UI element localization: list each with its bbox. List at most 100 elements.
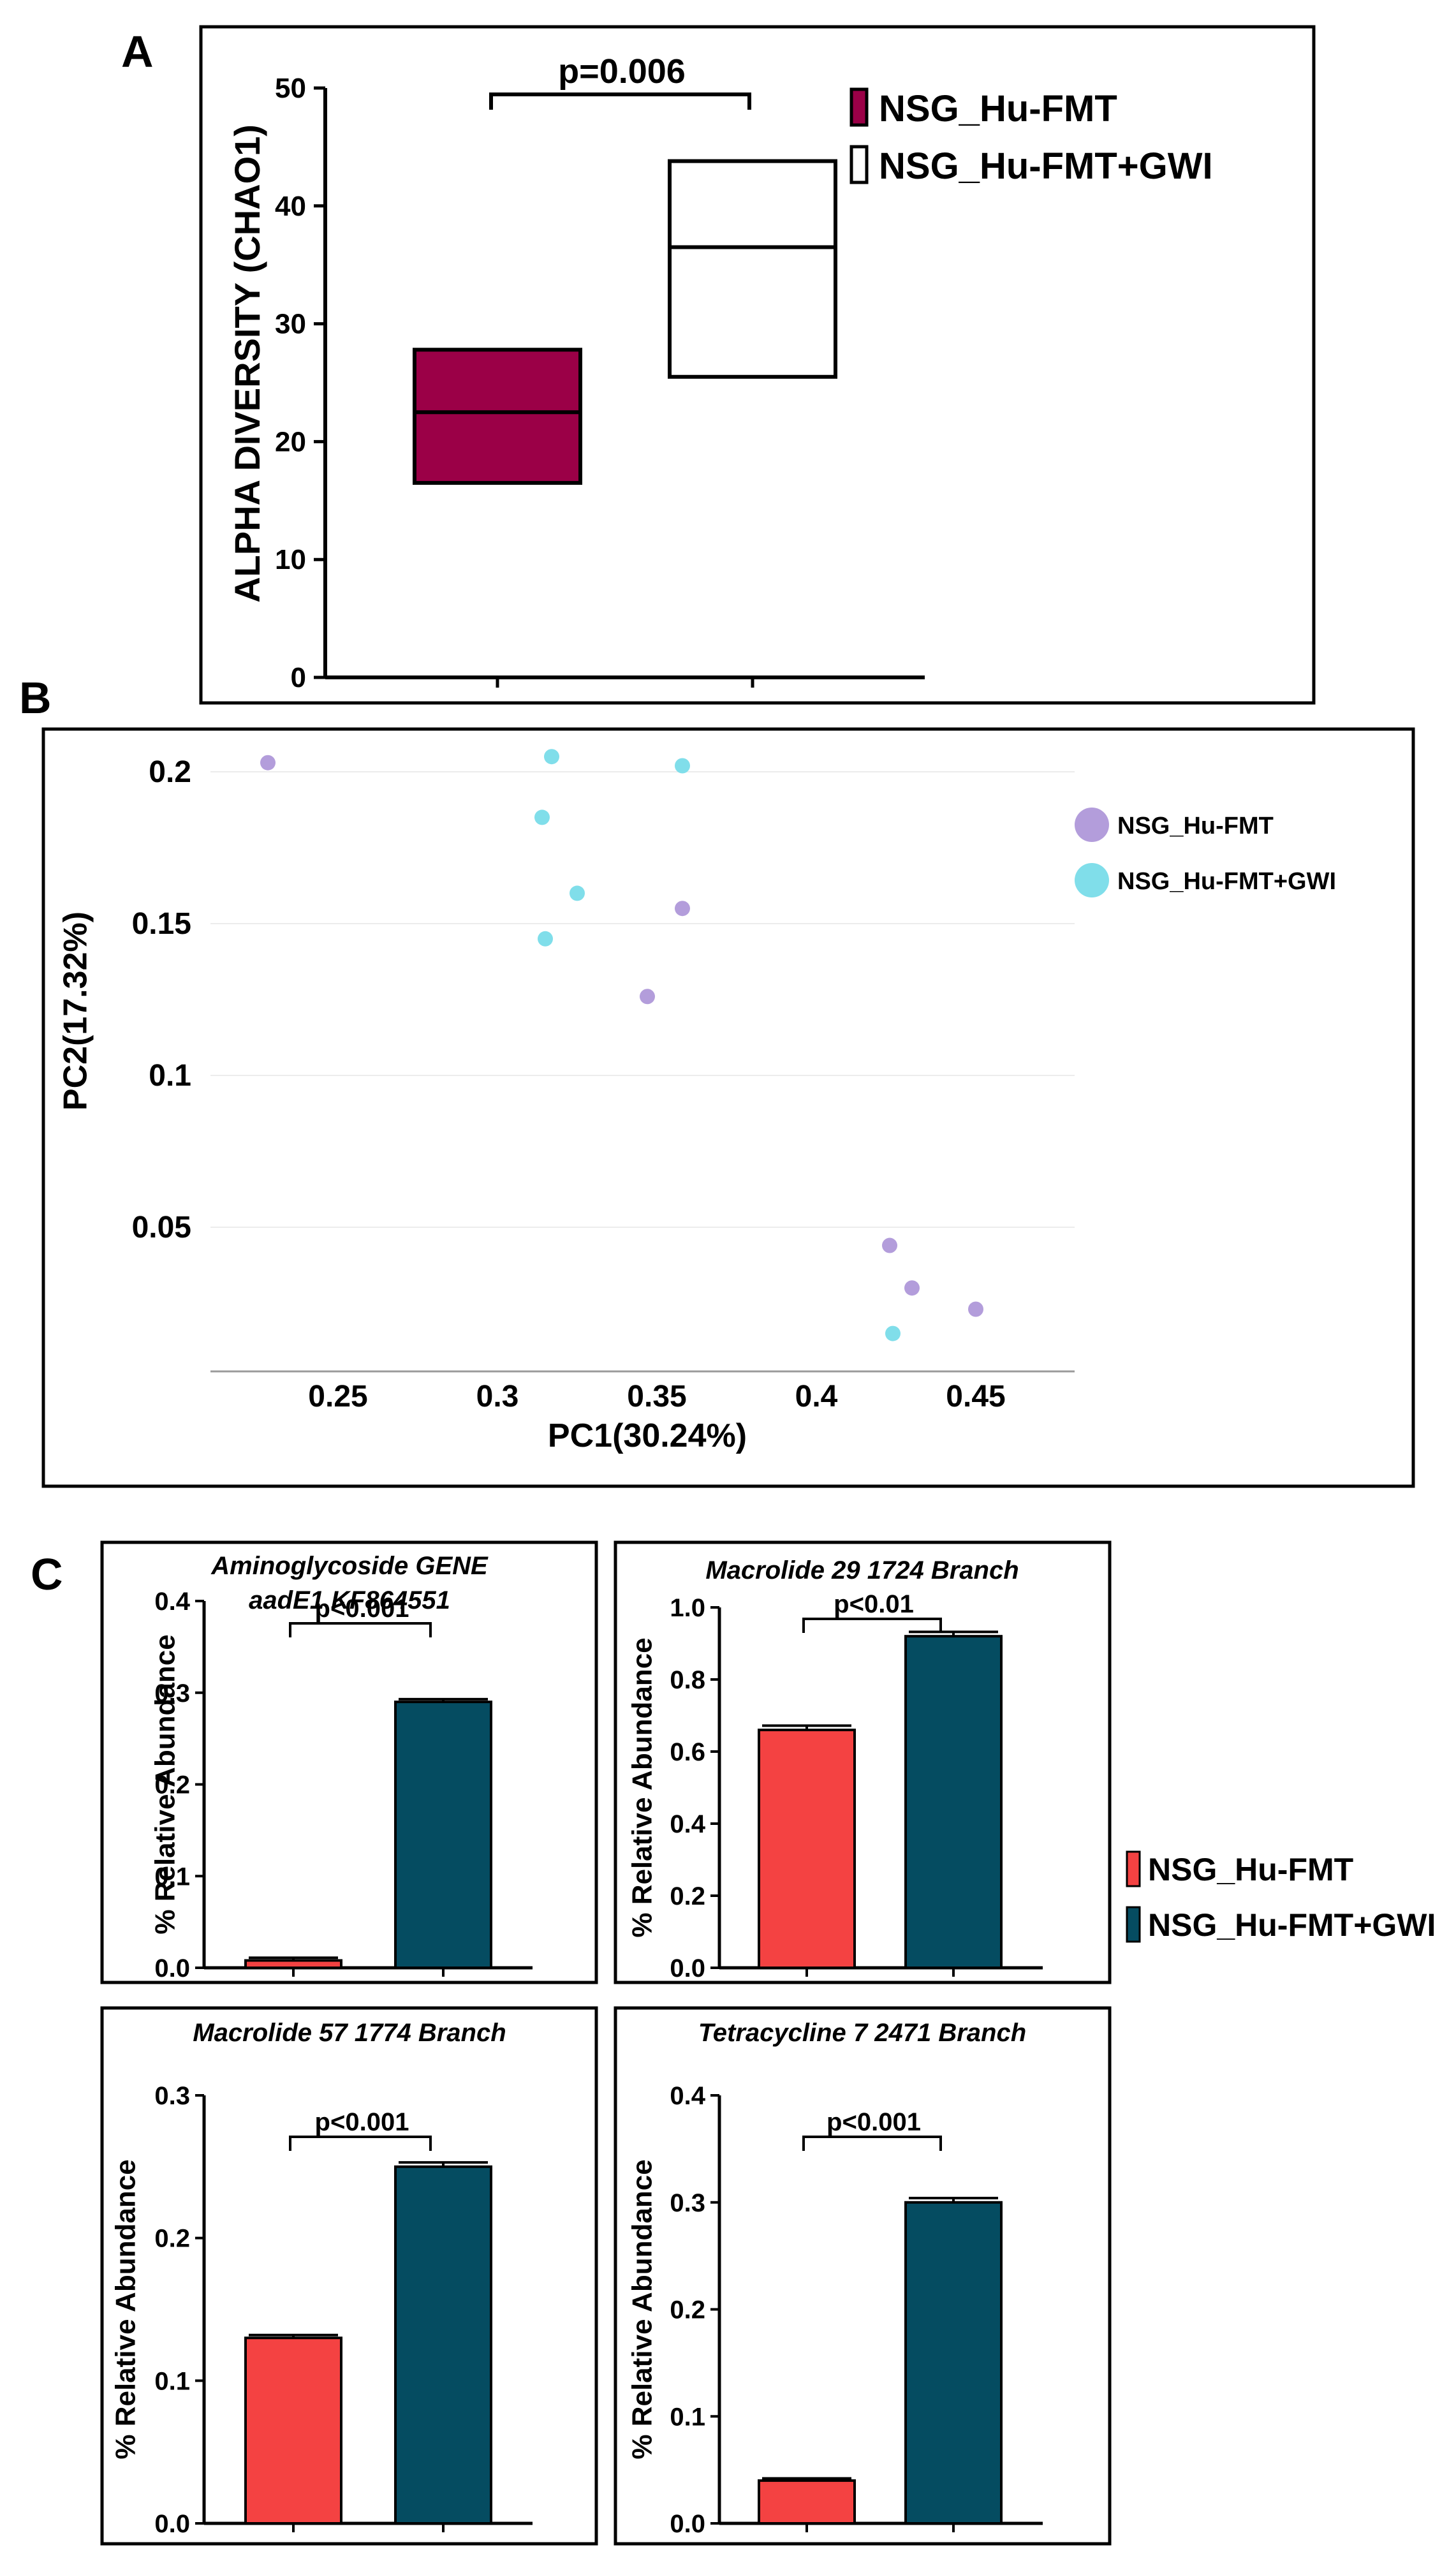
c2-title: Macrolide 29 1724 Branch [705,1556,1018,1584]
c3-significance-bracket [289,2136,432,2151]
b-x-tick-label: 0.25 [308,1380,367,1413]
c3-y-tick-label: 0.3 [154,2082,190,2110]
c1-y-tick-label: 0.2 [154,1771,190,1799]
a-legend-label-1: NSG_Hu-FMT [879,88,1117,129]
b-x-tick-label: 0.35 [627,1380,686,1413]
panel-c4-frame [614,2006,1112,2546]
c2-bar-2 [904,1635,1003,1969]
a-y-tick-label: 40 [275,191,306,222]
b-y-tick-label: 0.05 [132,1211,191,1244]
c2-y-tick-label: 0.4 [670,1810,705,1838]
c2-y-tick-label: 0.6 [670,1738,705,1766]
c1-y-tick-label: 0.0 [154,1954,190,1982]
b-y-tick-label: 0.2 [149,755,191,789]
b-y-tick-label: 0.15 [132,907,191,941]
c-legend-swatch-1 [1126,1850,1141,1887]
c2-significance-bracket [802,1618,942,1633]
a-y-tick-label: 10 [275,544,306,575]
c3-y-tick-label: 0.1 [154,2367,190,2395]
a-y-tick-label: 30 [275,309,306,340]
c4-bar-2 [904,2201,1003,2525]
c1-y-tick-label: 0.1 [154,1863,190,1891]
c3-y-tick-label: 0.0 [154,2510,190,2538]
panel-b-letter: B [19,673,52,723]
b-point-series-1 [882,1237,897,1253]
b-point-series-2 [570,885,585,901]
b-point-series-1 [640,989,655,1005]
c4-title: Tetracycline 7 2471 Branch [698,2019,1026,2047]
c1-p-value: p<0.001 [315,1595,409,1623]
panel-c2-frame [614,1540,1112,1984]
c3-y-tick-label: 0.2 [154,2225,190,2253]
a-significance-bracket [489,92,751,110]
b-legend-label-1: NSG_Hu-FMT [1117,813,1274,839]
b-x-axis-title: PC1(30.24%) [548,1417,747,1454]
c1-y-axis-title: % Relative Abundance [150,1634,181,1934]
c4-y-tick-label: 0.1 [670,2403,705,2431]
c-legend-label-2: NSG_Hu-FMT+GWI [1148,1907,1436,1943]
panel-b-chart: 0.05 0.1 0.15 0.2 0.25 0.3 0.35 0.4 0.45 PC1(30.2… [57,749,1336,1454]
a-box-2 [668,159,837,379]
b-point-series-2 [544,749,559,765]
c4-y-tick-label: 0.2 [670,2296,705,2324]
panel-a-chart: 0 10 20 30 40 50 p=0.006 ALPHA DIVERSITY (CHAO1… [227,52,1213,693]
c1-title: Aminoglycoside GENE [210,1552,489,1580]
a-y-tick-label: 20 [275,426,306,457]
c3-title: Macrolide 57 1774 Branch [193,2019,506,2047]
a-y-tick-label: 0 [291,662,306,693]
c4-bar-1 [758,2479,856,2525]
a-p-value: p=0.006 [558,52,686,91]
c4-y-tick-label: 0.3 [670,2189,705,2217]
c2-p-value: p<0.01 [834,1590,914,1618]
b-x-tick-label: 0.4 [795,1380,838,1413]
c1-y-tick-label: 0.4 [154,1588,190,1616]
c3-bar-1 [244,2336,342,2525]
c3-y-axis-title: % Relative Abundance [110,2159,142,2459]
b-point-series-1 [675,901,690,917]
panel-c-letter: C [31,1549,63,1599]
c4-y-axis-title: % Relative Abundance [627,2159,658,2459]
b-y-tick-label: 0.1 [149,1059,191,1093]
b-point-series-1 [260,755,276,771]
a-legend-swatch-1 [849,87,869,127]
panel-c3-frame [100,2006,598,2546]
b-point-series-2 [534,809,550,825]
c1-significance-bracket [289,1622,432,1637]
b-legend-marker-2 [1075,863,1109,897]
panel-b-frame [41,727,1415,1488]
c2-y-tick-label: 0.2 [670,1882,705,1910]
b-x-tick-label: 0.3 [476,1380,519,1413]
c1-y-tick-label: 0.3 [154,1679,190,1708]
panel-c1-frame [100,1540,598,1984]
c1-bar-2 [394,1701,492,1969]
b-point-series-2 [885,1325,901,1341]
c4-significance-bracket [802,2136,942,2151]
c2-y-tick-label: 0.0 [670,1954,705,1982]
c-legend-label-1: NSG_Hu-FMT [1148,1852,1353,1887]
panel-c-legend: NSG_Hu-FMT NSG_Hu-FMT+GWI [1126,1850,1436,1943]
b-point-series-1 [904,1280,920,1296]
a-legend-swatch-2 [849,145,869,184]
c4-y-tick-label: 0.0 [670,2510,705,2538]
b-legend-marker-1 [1075,808,1109,842]
panel-a-letter: A [121,27,154,77]
c4-y-tick-label: 0.4 [670,2082,705,2110]
c1-bar-1 [244,1959,342,1969]
b-point-series-2 [675,758,690,774]
c2-y-tick-label: 0.8 [670,1666,705,1694]
b-point-series-2 [538,931,553,947]
a-box-1 [413,348,582,485]
c-legend-swatch-2 [1126,1906,1141,1943]
b-point-series-1 [968,1301,983,1317]
a-y-tick-label: 50 [275,73,306,104]
a-y-axis-title: ALPHA DIVERSITY (CHAO1) [227,124,267,603]
c2-y-axis-title: % Relative Abundance [627,1637,658,1937]
c3-p-value: p<0.001 [315,2108,409,2136]
a-legend-label-2: NSG_Hu-FMT+GWI [879,145,1213,187]
c4-p-value: p<0.001 [827,2108,921,2136]
b-legend-label-2: NSG_Hu-FMT+GWI [1117,868,1336,895]
c2-bar-1 [758,1729,856,1970]
c2-y-tick-label: 1.0 [670,1594,705,1622]
c1-title: aadE1 KF864551 [249,1586,450,1614]
